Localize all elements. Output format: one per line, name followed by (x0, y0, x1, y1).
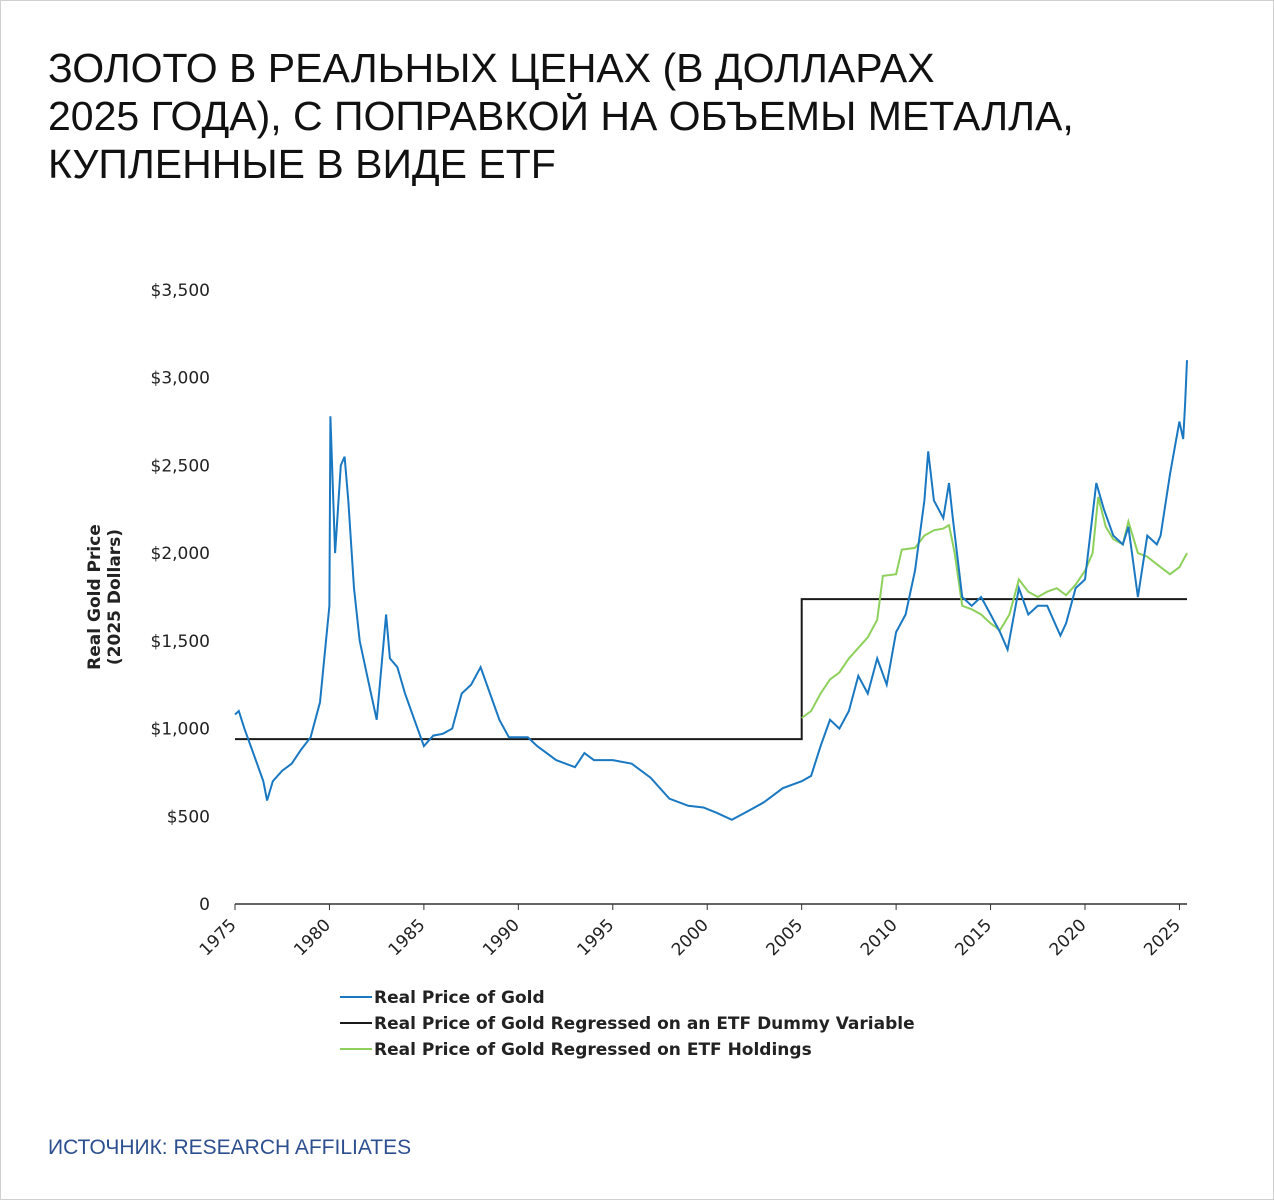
legend-label: Real Price of Gold Regressed on an ETF D… (374, 1014, 915, 1034)
y-tick-label: 0 (199, 895, 210, 915)
legend-label: Real Price of Gold Regressed on ETF Hold… (374, 1040, 812, 1060)
x-tick-label: 1995 (574, 915, 619, 960)
title-line: ЗОЛОТО В РЕАЛЬНЫХ ЦЕНАХ (В ДОЛЛАРАХ (48, 45, 935, 91)
x-tick-label: 2005 (762, 915, 807, 960)
title-line: КУПЛЕННЫЕ В ВИДЕ ETF (48, 141, 556, 187)
y-tick-label: $2,500 (151, 456, 210, 476)
y-axis-label: Real Gold Price (85, 524, 105, 670)
data-line (234, 360, 1188, 821)
x-tick-label: 2025 (1140, 915, 1185, 960)
y-tick-label: $1,500 (151, 632, 210, 652)
y-tick-label: $2,000 (151, 544, 210, 564)
source: ИСТОЧНИК: RESEARCH AFFILIATES (48, 1136, 412, 1159)
x-tick-label: 2020 (1046, 915, 1091, 960)
x-tick-label: 1985 (385, 915, 430, 960)
title-line: 2025 ГОДА), С ПОПРАВКОЙ НА ОБЪЕМЫ МЕТАЛЛ… (48, 93, 1074, 139)
data-line (235, 598, 1187, 741)
legend-label: Real Price of Gold (374, 988, 545, 1008)
x-tick-label: 1990 (479, 915, 524, 960)
y-tick-label: $3,500 (151, 281, 210, 301)
y-tick-label: $1,000 (151, 720, 210, 740)
y-axis-label: (2025 Dollars) (105, 529, 125, 665)
y-tick-label: $3,000 (151, 369, 210, 389)
y-tick-label: $500 (167, 807, 210, 827)
title: ЗОЛОТО В РЕАЛЬНЫХ ЦЕНАХ (В ДОЛЛАРАХ 2025… (48, 44, 1074, 188)
x-tick-label: 2010 (857, 915, 902, 960)
x-tick-label: 2000 (668, 915, 713, 960)
x-tick-label: 1975 (196, 915, 241, 960)
x-tick-label: 1980 (290, 915, 335, 960)
x-tick-label: 2015 (951, 915, 996, 960)
